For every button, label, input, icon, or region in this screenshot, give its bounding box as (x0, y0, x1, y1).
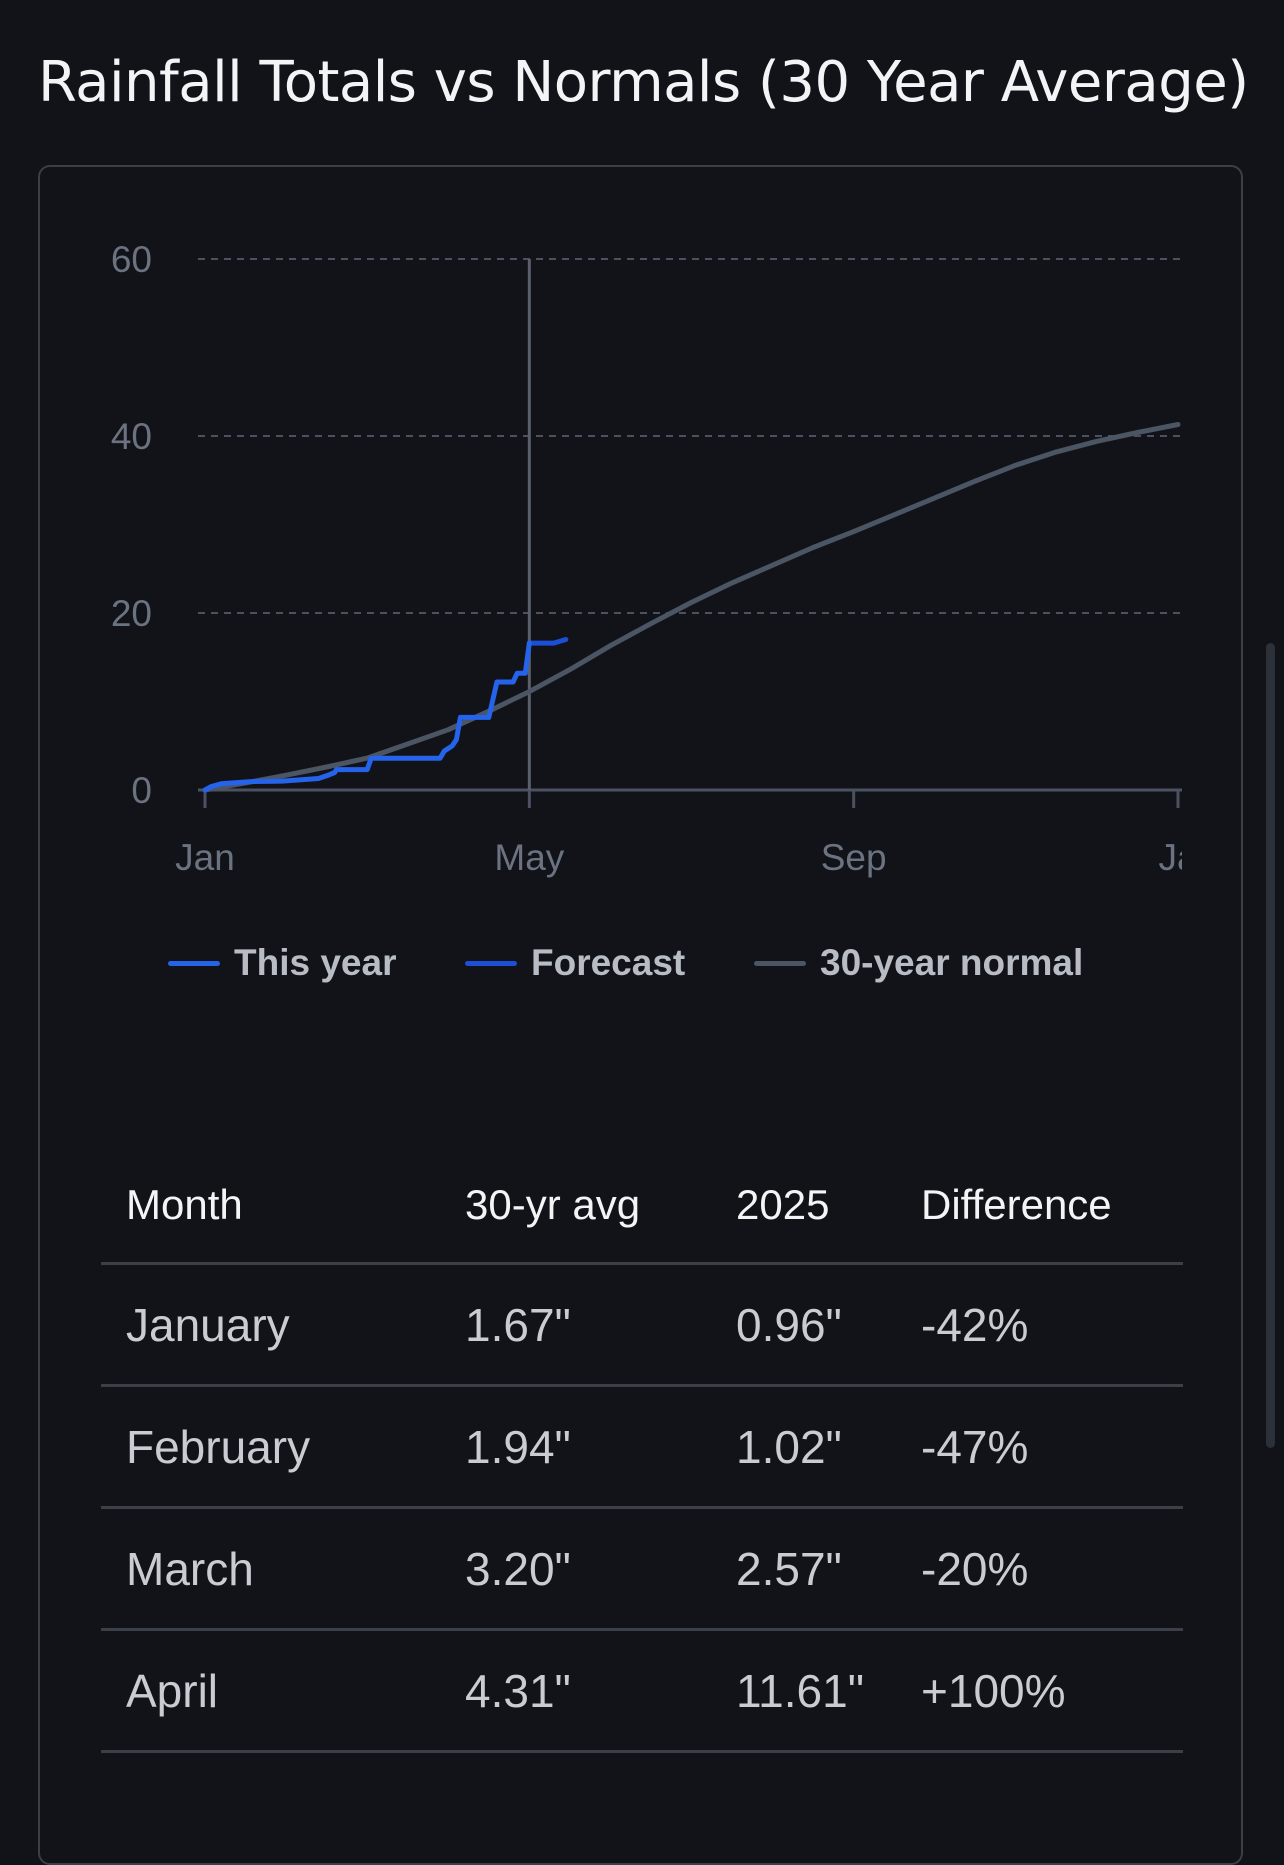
grid-lines (198, 258, 1182, 614)
cell-difference: -20% (896, 1507, 1183, 1631)
legend-swatch-forecast (465, 960, 517, 966)
legend-swatch-30-year-normal (754, 960, 806, 966)
scrollbar-thumb[interactable] (1266, 643, 1275, 1448)
chart-legend: This year Forecast 30-year normal (0, 942, 1284, 983)
tick-labels: 0 20 40 60 Jan May Sep Ja (111, 239, 1198, 878)
column-header-month: Month (101, 1148, 440, 1265)
cell-month: March (101, 1507, 440, 1631)
cell-30-yr-avg: 4.31" (440, 1629, 711, 1753)
cell-30-yr-avg: 1.94" (440, 1385, 711, 1509)
table-row: January 1.67" 0.96" -42% (101, 1263, 1183, 1387)
y-tick-label: 60 (111, 239, 152, 280)
cell-2025: 0.96" (711, 1263, 896, 1387)
cell-30-yr-avg: 3.20" (440, 1507, 711, 1631)
legend-item-forecast[interactable]: Forecast (465, 942, 686, 983)
cell-2025: 2.57" (711, 1507, 896, 1631)
column-header-30-yr-avg: 30-yr avg (440, 1148, 711, 1265)
legend-label: Forecast (531, 942, 686, 983)
axes (198, 259, 1182, 808)
y-tick-label: 40 (111, 416, 152, 457)
cell-month: April (101, 1629, 440, 1753)
cell-month: January (101, 1263, 440, 1387)
page-title: Rainfall Totals vs Normals (30 Year Aver… (38, 50, 1249, 115)
column-header-2025: 2025 (711, 1148, 896, 1265)
cell-30-yr-avg: 1.67" (440, 1263, 711, 1387)
series-line-this-year (202, 640, 532, 793)
legend-label: 30-year normal (820, 942, 1084, 983)
cell-2025: 11.61" (711, 1629, 896, 1753)
x-tick-label: May (494, 837, 564, 878)
x-tick-label: Ja (1158, 837, 1198, 878)
column-header-difference: Difference (896, 1148, 1183, 1265)
cell-difference: -42% (896, 1263, 1183, 1387)
table-row: March 3.20" 2.57" -20% (101, 1507, 1183, 1631)
table-header-row: Month 30-yr avg 2025 Difference (101, 1148, 1183, 1265)
series-lines (202, 422, 1181, 793)
cell-2025: 1.02" (711, 1385, 896, 1509)
x-tick-label: Jan (175, 837, 235, 878)
table-row: April 4.31" 11.61" +100% (101, 1629, 1183, 1753)
legend-swatch-this-year (168, 960, 220, 966)
rainfall-chart: 0 20 40 60 Jan May Sep Ja (111, 239, 1198, 878)
cell-difference: +100% (896, 1629, 1183, 1753)
table-row: February 1.94" 1.02" -47% (101, 1385, 1183, 1509)
series-line-30-year-normal (202, 422, 1181, 793)
y-tick-label: 0 (131, 770, 152, 811)
legend-item-30-year-normal[interactable]: 30-year normal (754, 942, 1084, 983)
legend-label: This year (234, 942, 397, 983)
rainfall-table: Month 30-yr avg 2025 Difference January … (101, 1148, 1183, 1753)
series-line-forecast (526, 637, 569, 646)
y-tick-label: 20 (111, 593, 152, 634)
x-tick-label: Sep (821, 837, 887, 878)
cell-month: February (101, 1385, 440, 1509)
legend-item-this-year[interactable]: This year (168, 942, 397, 983)
cell-difference: -47% (896, 1385, 1183, 1509)
